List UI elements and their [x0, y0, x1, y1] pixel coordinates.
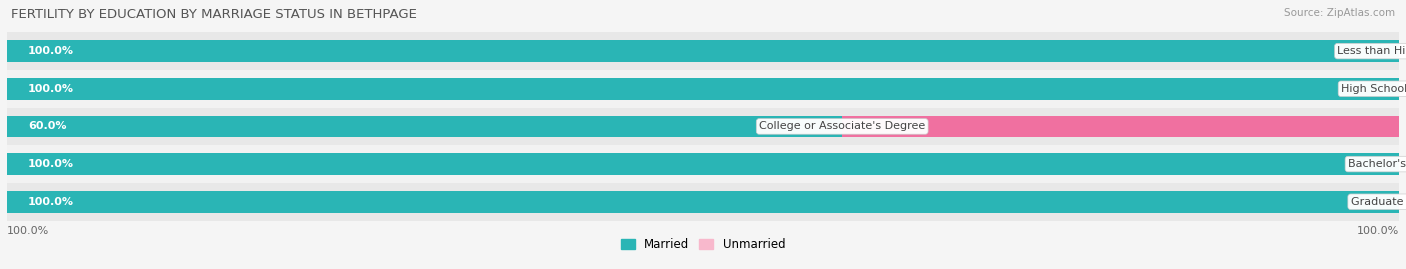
- Bar: [7, 78, 1399, 100]
- Text: Graduate Degree: Graduate Degree: [1351, 197, 1406, 207]
- Text: 100.0%: 100.0%: [1357, 226, 1399, 236]
- Bar: [842, 115, 1399, 137]
- Legend: Married, Unmarried: Married, Unmarried: [616, 234, 790, 256]
- Text: High School Diploma: High School Diploma: [1341, 84, 1406, 94]
- Text: Source: ZipAtlas.com: Source: ZipAtlas.com: [1284, 8, 1395, 18]
- Bar: [7, 40, 1399, 62]
- Text: 100.0%: 100.0%: [28, 197, 75, 207]
- Bar: [7, 153, 1399, 175]
- Text: 100.0%: 100.0%: [28, 159, 75, 169]
- Text: Less than High School: Less than High School: [1337, 46, 1406, 56]
- Bar: [7, 70, 1399, 108]
- Bar: [7, 191, 1399, 213]
- Text: 60.0%: 60.0%: [28, 121, 66, 132]
- Bar: [7, 108, 1399, 145]
- Text: FERTILITY BY EDUCATION BY MARRIAGE STATUS IN BETHPAGE: FERTILITY BY EDUCATION BY MARRIAGE STATU…: [11, 8, 418, 21]
- Bar: [7, 115, 842, 137]
- Bar: [1399, 40, 1406, 62]
- Bar: [1399, 153, 1406, 175]
- Text: Bachelor's Degree: Bachelor's Degree: [1348, 159, 1406, 169]
- Text: 100.0%: 100.0%: [28, 84, 75, 94]
- Text: College or Associate's Degree: College or Associate's Degree: [759, 121, 925, 132]
- Bar: [1399, 191, 1406, 213]
- Bar: [7, 145, 1399, 183]
- Bar: [7, 32, 1399, 70]
- Text: 100.0%: 100.0%: [28, 46, 75, 56]
- Text: 100.0%: 100.0%: [7, 226, 49, 236]
- Bar: [7, 183, 1399, 221]
- Bar: [1399, 78, 1406, 100]
